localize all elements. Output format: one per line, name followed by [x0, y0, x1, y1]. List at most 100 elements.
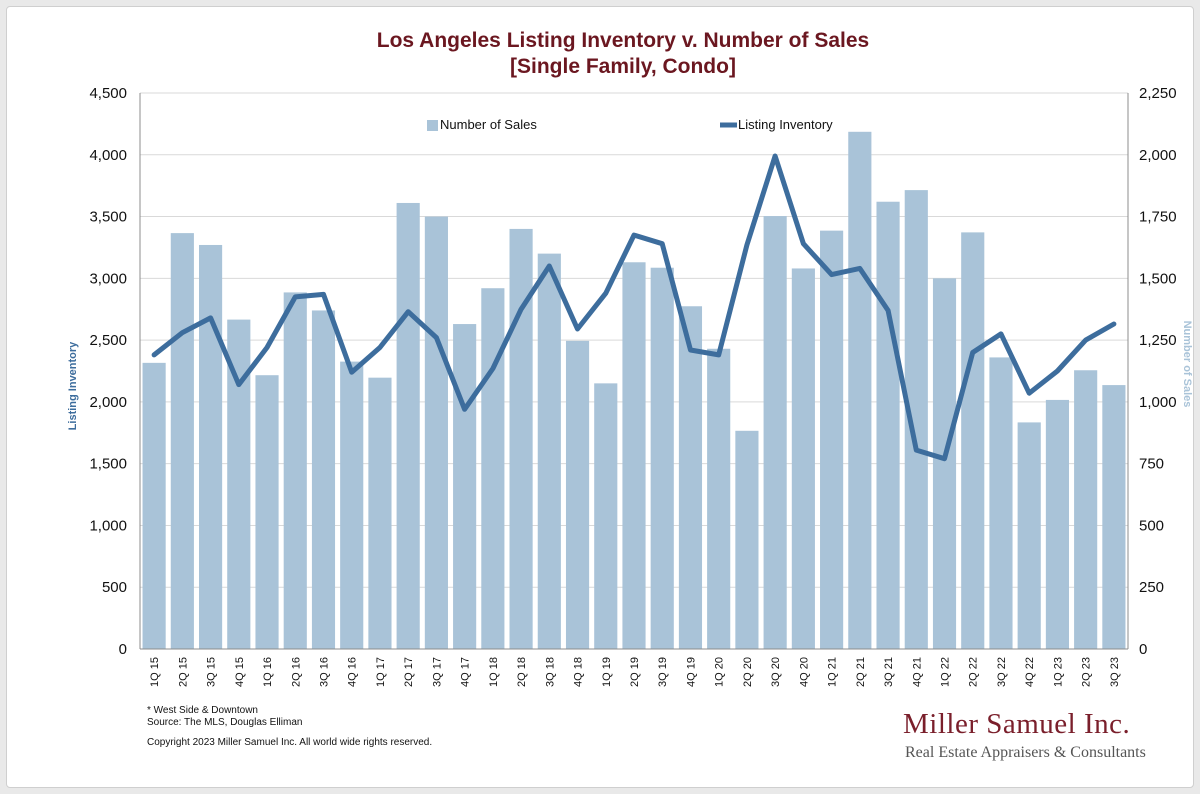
x-tick-label: 1Q 19	[601, 657, 613, 687]
x-tick-label: 4Q 15	[234, 657, 246, 687]
x-tick-label: 1Q 23	[1052, 657, 1064, 687]
sales-bar	[961, 232, 985, 649]
right-tick-label: 1,000	[1139, 394, 1177, 411]
x-tick-label: 3Q 15	[206, 657, 218, 687]
sales-bar	[142, 362, 166, 649]
right-axis-title: Number of Sales	[1181, 321, 1193, 408]
left-axis-title: Listing Inventory	[67, 341, 79, 431]
left-tick-label: 2,500	[89, 332, 127, 349]
sales-bar	[904, 190, 928, 649]
left-tick-label: 4,000	[89, 147, 127, 164]
right-tick-label: 500	[1139, 517, 1164, 534]
listing-inventory-line	[151, 153, 1117, 462]
legend-swatch-sales	[427, 120, 438, 131]
sales-bar	[227, 319, 251, 649]
x-tick-label: 2Q 21	[855, 657, 867, 687]
x-tick-label: 4Q 21	[911, 657, 923, 687]
left-tick-label: 2,000	[89, 394, 127, 411]
x-tick-label: 1Q 22	[940, 657, 952, 687]
right-tick-label: 750	[1139, 456, 1164, 473]
sales-bar	[340, 361, 364, 649]
sales-bar	[481, 288, 505, 649]
x-tick-label: 2Q 22	[968, 657, 980, 687]
sales-bar	[678, 306, 703, 649]
right-tick-label: 1,750	[1139, 209, 1177, 226]
legend-label-inventory: Listing Inventory	[738, 117, 833, 132]
right-tick-label: 1,500	[1139, 270, 1177, 287]
x-tick-label: 3Q 17	[431, 657, 443, 687]
left-tick-label: 1,000	[89, 517, 127, 534]
right-tick-label: 2,000	[1139, 147, 1177, 164]
x-tick-label: 1Q 18	[488, 657, 500, 687]
footnote-region: * West Side & Downtown	[147, 705, 258, 716]
x-tick-label: 1Q 21	[827, 657, 839, 687]
x-tick-label: 4Q 16	[347, 657, 359, 687]
sales-bar	[1074, 370, 1098, 649]
x-tick-label: 3Q 20	[770, 657, 782, 687]
right-tick-label: 250	[1139, 579, 1164, 596]
x-tick-label: 2Q 17	[403, 657, 415, 687]
sales-bar	[453, 324, 477, 649]
sales-bar	[763, 216, 787, 649]
sales-bar	[932, 278, 957, 649]
x-tick-label: 4Q 22	[1024, 657, 1036, 687]
sales-bar	[1102, 385, 1126, 649]
sales-bar	[537, 253, 561, 649]
sales-bar	[707, 348, 731, 649]
sales-bar	[622, 262, 646, 649]
x-tick-label: 4Q 20	[798, 657, 810, 687]
sales-bars	[142, 131, 1126, 650]
sales-bar	[791, 268, 815, 649]
x-tick-label: 2Q 15	[177, 657, 189, 687]
x-tick-label: 4Q 17	[460, 657, 472, 687]
x-tick-label: 4Q 19	[685, 657, 697, 687]
x-tick-label: 1Q 17	[375, 657, 387, 687]
x-tick-label: 2Q 18	[516, 657, 528, 687]
chart-title-block: Los Angeles Listing Inventory v. Number …	[0, 28, 1200, 80]
inventory-line-layer	[151, 153, 1117, 462]
sales-bar	[283, 292, 307, 649]
sales-bar	[594, 383, 618, 649]
sales-bar	[820, 230, 844, 650]
sales-bar	[396, 202, 420, 649]
right-tick-label: 0	[1139, 641, 1147, 658]
x-tick-label: 2Q 23	[1081, 657, 1093, 687]
sales-bar	[424, 216, 448, 650]
sales-bar	[989, 357, 1013, 649]
sales-bar	[848, 131, 872, 649]
right-tick-label: 2,250	[1139, 85, 1177, 102]
sales-bar	[1045, 399, 1070, 649]
left-axis-ticks: 0 500 1,000 1,500 2,000 2,500 3,000 3,500 4,000 4…	[89, 85, 127, 658]
left-tick-label: 0	[119, 641, 127, 658]
x-tick-label: 2Q 19	[629, 657, 641, 687]
sales-bar	[1017, 422, 1041, 649]
x-tick-label: 1Q 16	[262, 657, 274, 687]
x-tick-label: 3Q 18	[544, 657, 556, 687]
right-tick-label: 1,250	[1139, 332, 1177, 349]
axes	[139, 93, 1129, 650]
x-axis-ticks: 1Q 15 2Q 15 3Q 15 4Q 15 1Q 16 2Q 16 3Q 16 4Q 16…	[149, 657, 1121, 687]
sales-bar	[650, 267, 674, 649]
sales-bar	[170, 233, 194, 649]
sales-bar	[255, 375, 279, 649]
sales-bar	[735, 430, 759, 649]
x-tick-label: 3Q 19	[657, 657, 669, 687]
sales-bar	[311, 310, 336, 649]
sales-bar	[509, 228, 533, 649]
x-tick-label: 3Q 22	[996, 657, 1008, 687]
brand-logo-name: Miller Samuel Inc.	[903, 708, 1131, 740]
sales-bar	[876, 201, 900, 649]
sales-bar	[565, 340, 590, 649]
x-tick-label: 4Q 18	[573, 657, 585, 687]
left-tick-label: 3,500	[89, 209, 127, 226]
left-tick-label: 4,500	[89, 85, 127, 102]
legend-label-sales: Number of Sales	[440, 117, 537, 132]
x-tick-label: 1Q 20	[714, 657, 726, 687]
x-tick-label: 2Q 20	[742, 657, 754, 687]
right-axis-ticks: 0 250 500 750 1,000 1,250 1,500 1,750 2,000 2,250	[1139, 85, 1177, 658]
left-tick-label: 1,500	[89, 456, 127, 473]
x-tick-label: 3Q 16	[318, 657, 330, 687]
legend: Number of Sales Listing Inventory	[427, 117, 833, 132]
sales-bar	[368, 377, 392, 649]
